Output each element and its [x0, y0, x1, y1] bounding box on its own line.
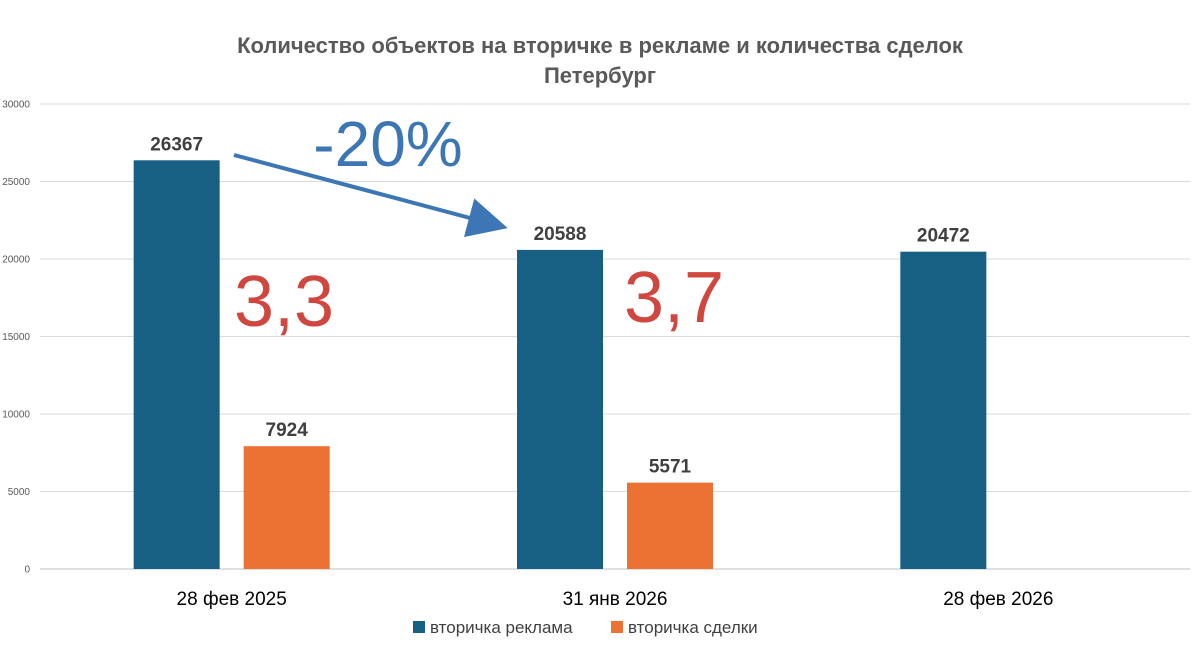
data-label: 5571: [649, 457, 692, 478]
legend-label: вторичка сделки: [628, 618, 758, 637]
chart-title-line-2: Петербург: [544, 63, 656, 88]
ratio-label-2: 3,7: [624, 258, 724, 338]
annotations: -20% 3,3 3,7: [233, 108, 724, 342]
y-tick-label: 20000: [2, 255, 30, 266]
data-label: 7924: [266, 420, 309, 441]
y-tick-label: 30000: [2, 100, 30, 111]
y-tick-label: 5000: [8, 487, 31, 498]
x-tick-label: 28 фев 2025: [177, 589, 287, 610]
data-label: 20472: [917, 226, 970, 247]
y-tick-label: 15000: [2, 332, 30, 343]
x-tick-label: 28 фев 2026: [943, 589, 1053, 610]
legend-swatch: [413, 621, 425, 633]
bar-reklama: [517, 249, 603, 570]
legend: вторичка реклама вторичка сделки: [413, 618, 758, 637]
change-percent-label: -20%: [313, 108, 462, 180]
y-tick-label: 0: [24, 565, 30, 576]
legend-swatch: [611, 621, 623, 633]
chart-title-line-1: Количество объектов на вторичке в реклам…: [237, 33, 964, 58]
y-axis-ticks: 0 5000 10000 15000 20000 25000 30000: [2, 100, 30, 576]
legend-label: вторичка реклама: [430, 618, 573, 637]
bar-reklama: [900, 251, 987, 569]
y-tick-label: 10000: [2, 410, 30, 421]
data-label: 26367: [150, 134, 203, 155]
data-label: 20588: [534, 224, 587, 245]
x-tick-label: 31 янв 2026: [563, 589, 668, 610]
bar-sdelki: [627, 482, 713, 569]
x-axis-ticks: 28 фев 2025 31 янв 2026 28 фев 2026: [177, 589, 1054, 610]
ratio-label-1: 3,3: [234, 262, 334, 342]
bar-reklama: [133, 160, 220, 569]
data-labels: 26367 7924 20588 5571 20472: [150, 134, 970, 477]
y-tick-label: 25000: [2, 177, 30, 188]
gridlines: [40, 103, 1190, 570]
chart-title: Количество объектов на вторичке в реклам…: [237, 33, 964, 88]
bar-sdelki: [243, 446, 330, 569]
bars: [133, 160, 987, 570]
change-arrow: [233, 153, 508, 238]
